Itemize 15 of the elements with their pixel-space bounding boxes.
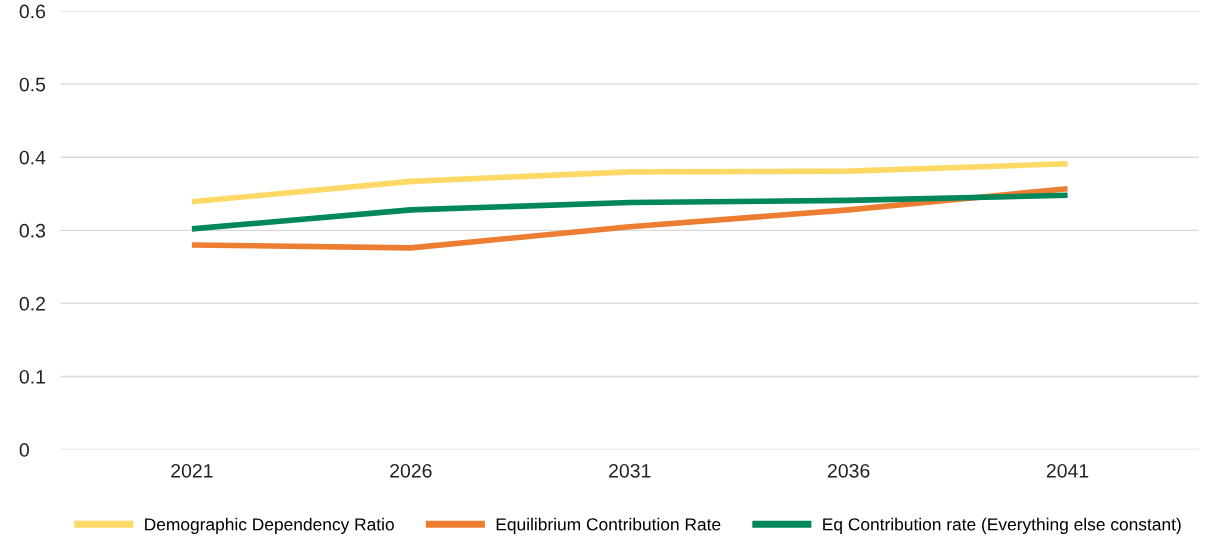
- y-tick-label: 0.3: [19, 223, 46, 238]
- x-tick-label: 2021: [171, 463, 213, 478]
- legend-label: Equilibrium Contribution Rate: [496, 517, 721, 534]
- x-tick-label: 2026: [390, 463, 432, 478]
- x-tick-label: 2036: [827, 463, 870, 478]
- y-tick-label: 0.1: [19, 369, 45, 384]
- y-tick-label: 0.6: [19, 4, 46, 19]
- y-tick-label: 0.4: [19, 150, 46, 165]
- x-tick-label: 2041: [1046, 463, 1089, 478]
- x-tick-label: 2031: [609, 463, 651, 478]
- legend-label: Eq Contribution rate (Everything else constant): [823, 517, 1181, 534]
- legend-label: Demographic Dependency Ratio: [145, 517, 394, 534]
- y-tick-label: 0: [19, 443, 29, 457]
- y-tick-label: 0.5: [19, 77, 46, 92]
- y-tick-label: 0.2: [19, 296, 45, 311]
